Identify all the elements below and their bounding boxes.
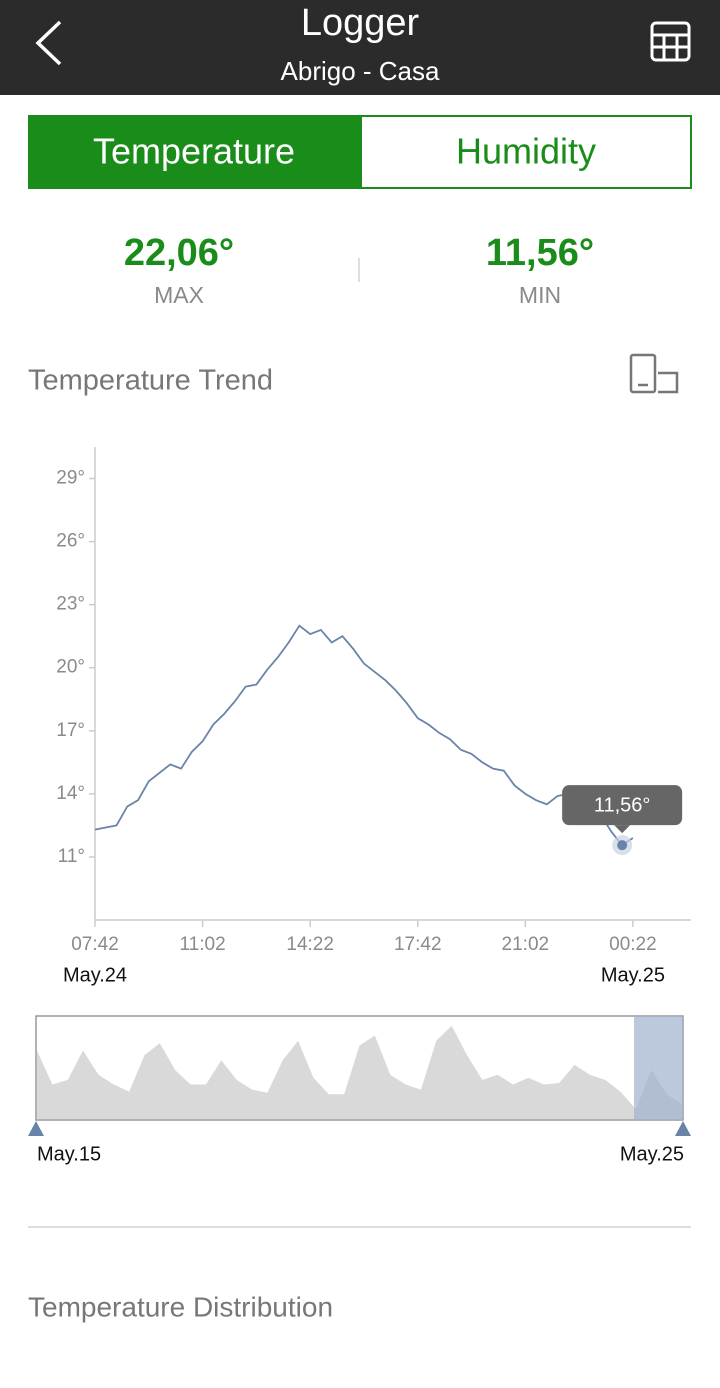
table-icon[interactable]	[650, 21, 691, 62]
y-tick-label: 14°	[56, 783, 85, 804]
range-handle[interactable]	[675, 1121, 691, 1136]
header-title: Logger	[301, 2, 420, 44]
date-label: May.25	[601, 964, 665, 986]
tab[interactable]	[360, 115, 692, 189]
overview-label: May.15	[37, 1143, 101, 1165]
tooltip-text: 11,56°	[594, 794, 651, 816]
range-selection[interactable]	[634, 1016, 683, 1120]
highlight-point	[617, 840, 628, 851]
y-tick-label: 17°	[56, 720, 85, 741]
section-title: Temperature Distribution	[28, 1291, 333, 1322]
x-tick-label: 11:02	[180, 934, 226, 955]
y-tick-label: 11°	[58, 846, 85, 867]
header-subtitle: Abrigo - Casa	[281, 56, 440, 86]
line-chart: 11° 14° 17° 20° 23° 26° 29° 07:42 11:02 14:22 17:4…	[56, 447, 691, 986]
overview-label: May.25	[620, 1143, 684, 1165]
y-tick-label: 20°	[56, 657, 85, 678]
stat-value: 11,56°	[486, 232, 594, 274]
y-tick-label: 29°	[56, 468, 85, 489]
rotate-icon[interactable]	[629, 353, 679, 394]
data-line	[94, 624, 634, 847]
x-tick-label: 00:22	[609, 934, 657, 955]
tooltip-pointer	[614, 825, 631, 834]
overview-area	[37, 1025, 682, 1119]
header-bar	[0, 0, 720, 95]
stat-value: 22,06°	[124, 232, 234, 274]
tooltip-box	[562, 785, 683, 826]
stat-label: MAX	[154, 282, 204, 308]
x-tick-label: 17:42	[394, 934, 442, 955]
overview-chart	[37, 1025, 682, 1119]
x-tick-label: 07:42	[71, 934, 119, 955]
y-tick-label: 23°	[56, 594, 85, 615]
y-tick-label: 26°	[56, 531, 85, 552]
back-button[interactable]	[35, 20, 62, 66]
tab-label: Humidity	[456, 131, 596, 172]
x-tick-label: 21:02	[502, 934, 550, 955]
tab-label: Temperature	[93, 131, 295, 172]
date-label: May.24	[63, 964, 127, 986]
stat-label: MIN	[519, 282, 561, 308]
range-handle[interactable]	[28, 1121, 44, 1136]
section-title: Temperature Trend	[28, 365, 273, 397]
tab-active[interactable]	[28, 115, 361, 189]
x-tick-label: 14:22	[286, 934, 334, 955]
